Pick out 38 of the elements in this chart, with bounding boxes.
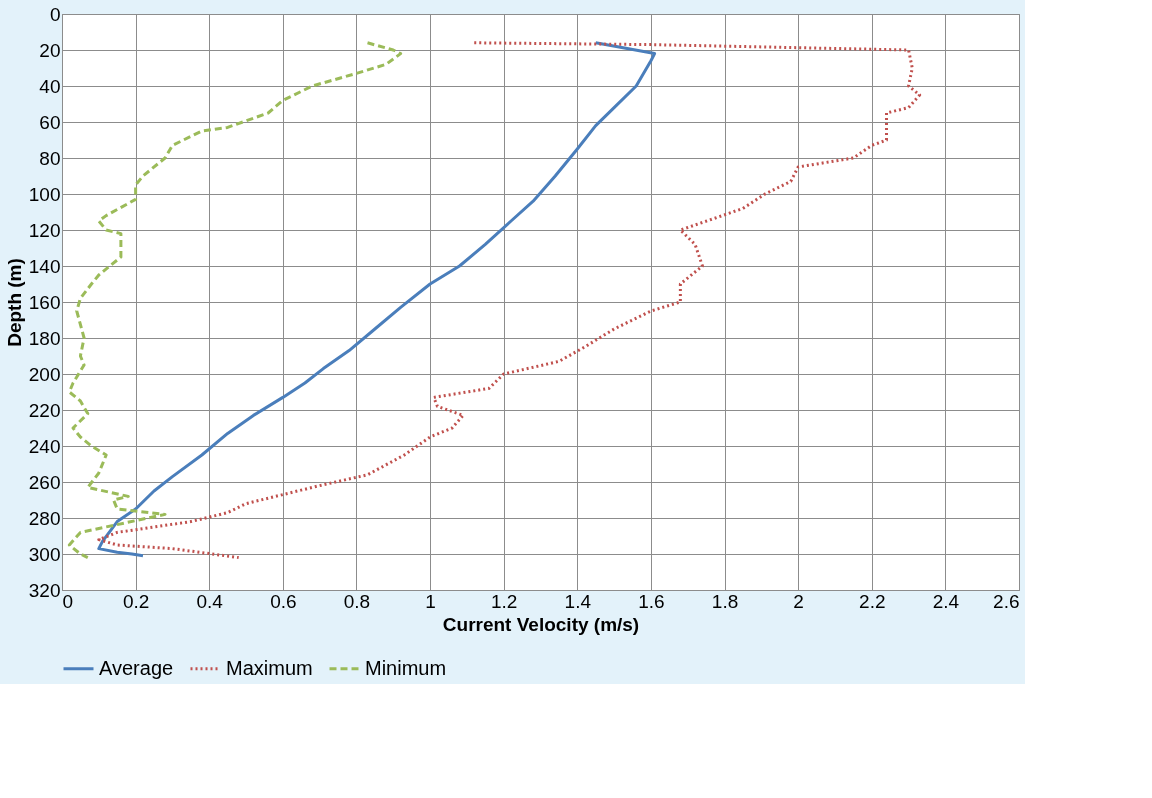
y-tick-label: 80 [39, 147, 61, 169]
y-tick-label: 140 [28, 255, 61, 277]
y-tick-label: 160 [28, 291, 61, 313]
x-tick-label: 1.4 [564, 590, 592, 612]
x-tick-label: 1.6 [638, 590, 665, 612]
y-tick-label: 220 [28, 399, 61, 421]
x-tick-label: 0.6 [270, 590, 297, 612]
y-tick-label: 40 [39, 75, 61, 97]
x-tick-label: 1 [425, 590, 436, 612]
x-tick-label: 1.2 [490, 590, 518, 612]
x-tick-label: 2.6 [993, 590, 1020, 612]
y-tick-label: 300 [28, 543, 61, 565]
y-tick-label: 260 [28, 471, 61, 493]
x-tick-label: 0.8 [343, 590, 371, 612]
x-axis-title: Current Velocity (m/s) [442, 613, 640, 635]
legend-label: Maximum [226, 656, 313, 679]
x-tick-label: 2.4 [932, 590, 960, 612]
y-tick-label: 100 [28, 183, 61, 205]
y-tick-label: 0 [49, 3, 61, 25]
x-tick-label: 2.2 [859, 590, 886, 612]
y-tick-label: 240 [28, 435, 61, 457]
x-tick-label: 0.2 [122, 590, 150, 612]
line-series [97, 41, 657, 558]
x-tick-label: 1.8 [711, 590, 739, 612]
x-tick-label: 2 [793, 590, 804, 612]
y-tick-label: 20 [39, 39, 61, 61]
y-axis-title: Depth (m) [3, 258, 25, 347]
y-tick-label: 280 [28, 507, 61, 529]
y-tick-label: 200 [28, 363, 61, 385]
y-tick-label: 320 [28, 579, 61, 601]
y-tick-label: 120 [28, 219, 61, 241]
legend-label: Minimum [365, 656, 447, 679]
legend-label: Average [99, 656, 174, 679]
line-series [97, 41, 922, 560]
y-tick-label: 180 [28, 327, 61, 349]
y-tick-label: 60 [39, 111, 61, 133]
line-series [67, 41, 403, 560]
x-tick-label: 0.4 [196, 590, 224, 612]
